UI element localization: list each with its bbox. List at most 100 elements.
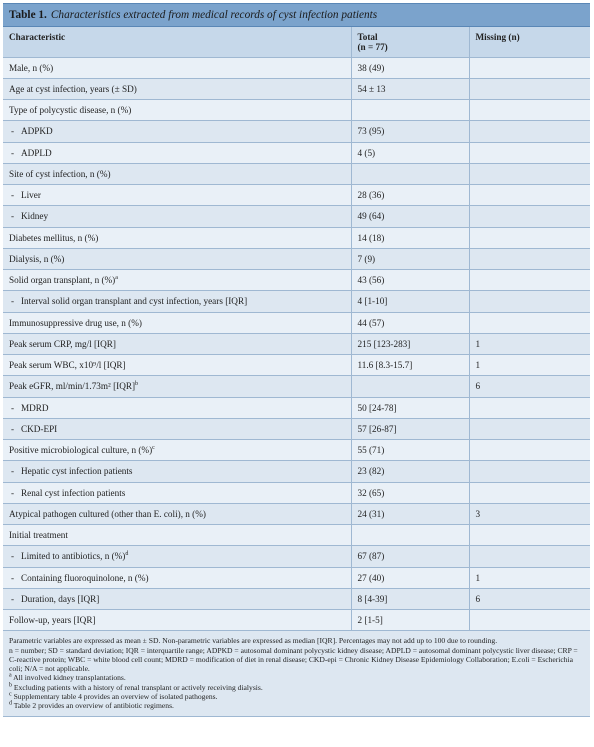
characteristic-label: Immunosuppressive drug use, n (%) [9,317,142,328]
table-row: Containing fluoroquinolone, n (%) 27 (40)… [3,567,590,589]
characteristic-label: Peak serum WBC, x10⁹/l [IQR] [9,360,126,371]
cell-total: 67 (87) [351,545,470,568]
table-row: Interval solid organ transplant and cyst… [3,290,590,313]
footnote-a-text: All involved kidney transplantations. [13,673,126,683]
cell-missing [469,57,590,79]
cell-characteristic: Type of polycystic disease, n (%) [3,99,352,122]
characteristic-label: CKD-EPI [21,423,58,434]
cell-total: 14 (18) [351,227,470,249]
cell-total: 32 (65) [351,482,470,504]
cell-total: 4 [1-10] [351,290,470,313]
cell-characteristic: Kidney [3,205,352,228]
table-row: ADPLD 4 (5) [3,142,590,164]
characteristic-label: ADPKD [21,126,53,137]
footnote-d-text: Table 2 provides an overview of antibiot… [13,701,174,711]
characteristic-label: Kidney [21,211,49,222]
cell-missing [469,205,590,228]
cell-missing [469,439,590,462]
cell-total: 44 (57) [351,312,470,334]
cell-total: 8 [4-39] [351,588,470,611]
table-title: Table 1. Characteristics extracted from … [3,3,590,27]
cell-characteristic: ADPKD [3,120,352,143]
header-missing: Missing (n) [469,27,590,58]
cell-total: 7 (9) [351,248,470,271]
table-row: Initial treatment [3,524,590,547]
cell-characteristic: CKD-EPI [3,418,352,441]
table-row: Peak serum CRP, mg/l [IQR] 215 [123-283] 1 [3,333,590,356]
header-characteristic: Characteristic [3,27,352,58]
cell-missing [469,609,590,632]
characteristic-label: Male, n (%) [9,62,54,73]
cell-characteristic: Liver [3,184,352,207]
characteristic-label: Containing fluoroquinolone, n (%) [21,572,149,583]
cell-characteristic: MDRD [3,397,352,419]
table-row: Peak serum WBC, x10⁹/l [IQR] 11.6 [8.3-15… [3,354,590,377]
cell-characteristic: Atypical pathogen cultured (other than E… [3,503,352,526]
table-container: Table 1. Characteristics extracted from … [3,3,590,717]
cell-total: 49 (64) [351,205,470,228]
characteristic-label: Solid organ transplant, n (%) [9,275,116,286]
footnote-b-mark: b [9,682,12,689]
footnote-b: b Excluding patients with a history of r… [9,682,584,692]
characteristic-label: Age at cyst infection, years (± SD) [9,83,137,94]
cell-total [351,99,470,122]
cell-total: 28 (36) [351,184,470,207]
characteristic-label: Diabetes mellitus, n (%) [9,232,99,243]
cell-total: 57 [26-87] [351,418,470,441]
table-caption: Characteristics extracted from medical r… [50,9,378,21]
table-header-row: Characteristic Total (n = 77) Missing (n… [3,27,590,58]
table-footnotes: Parametric variables are expressed as me… [3,631,590,717]
cell-missing: 1 [469,567,590,589]
footnote-abbreviations: n = number; SD = standard deviation; IQR… [9,645,578,674]
table-row: Type of polycystic disease, n (%) [3,99,590,122]
characteristic-label: Type of polycystic disease, n (%) [9,105,132,116]
characteristic-label: Atypical pathogen cultured (other than E… [9,508,206,519]
table-row: Solid organ transplant, n (%)a 43 (56) [3,269,590,292]
cell-characteristic: Peak eGFR, ml/min/1.73m² [IQR]b [3,375,352,398]
cell-missing: 6 [469,375,590,398]
characteristic-label: Liver [21,190,41,201]
cell-total: 54 ± 13 [351,78,470,101]
cell-missing [469,312,590,334]
table-row: Follow-up, years [IQR] 2 [1-5] [3,609,590,632]
table-row: Male, n (%) 38 (49) [3,57,590,79]
table-row: MDRD 50 [24-78] [3,397,590,419]
cell-missing [469,227,590,249]
table-row: Positive microbiological culture, n (%)c… [3,439,590,462]
table-row: Age at cyst infection, years (± SD) 54 ± … [3,78,590,101]
footnote-mark: d [125,551,129,558]
header-total-label: Total [357,32,378,42]
footnote-c-mark: c [9,691,12,698]
table-row: Diabetes mellitus, n (%) 14 (18) [3,227,590,249]
cell-characteristic: Age at cyst infection, years (± SD) [3,78,352,101]
cell-missing [469,418,590,441]
cell-missing: 3 [469,503,590,526]
footnote-c-text: Supplementary table 4 provides an overvi… [13,692,218,702]
characteristic-label: Limited to antibiotics, n (%) [21,551,126,562]
table-row: Liver 28 (36) [3,184,590,207]
cell-missing [469,163,590,186]
cell-total: 50 [24-78] [351,397,470,419]
cell-missing [469,120,590,143]
characteristic-label: Duration, days [IQR] [21,593,100,604]
footnote-mark: a [115,275,118,282]
table-row: Limited to antibiotics, n (%)d 67 (87) [3,545,590,568]
characteristic-label: Positive microbiological culture, n (%) [9,445,153,456]
cell-characteristic: Follow-up, years [IQR] [3,609,352,632]
table-row: ADPKD 73 (95) [3,120,590,143]
cell-total: 11.6 [8.3-15.7] [351,354,470,377]
cell-missing [469,184,590,207]
table-row: CKD-EPI 57 [26-87] [3,418,590,441]
characteristic-label: Interval solid organ transplant and cyst… [21,296,248,307]
cell-total [351,524,470,547]
cell-total [351,163,470,186]
cell-total: 38 (49) [351,57,470,79]
footnote-d-mark: d [9,700,12,707]
characteristics-table: Characteristic Total (n = 77) Missing (n… [3,27,590,632]
cell-characteristic: Site of cyst infection, n (%) [3,163,352,186]
header-total: Total (n = 77) [351,27,470,58]
cell-missing: 6 [469,588,590,611]
cell-total: 73 (95) [351,120,470,143]
cell-characteristic: Hepatic cyst infection patients [3,460,352,483]
cell-characteristic: Renal cyst infection patients [3,482,352,504]
